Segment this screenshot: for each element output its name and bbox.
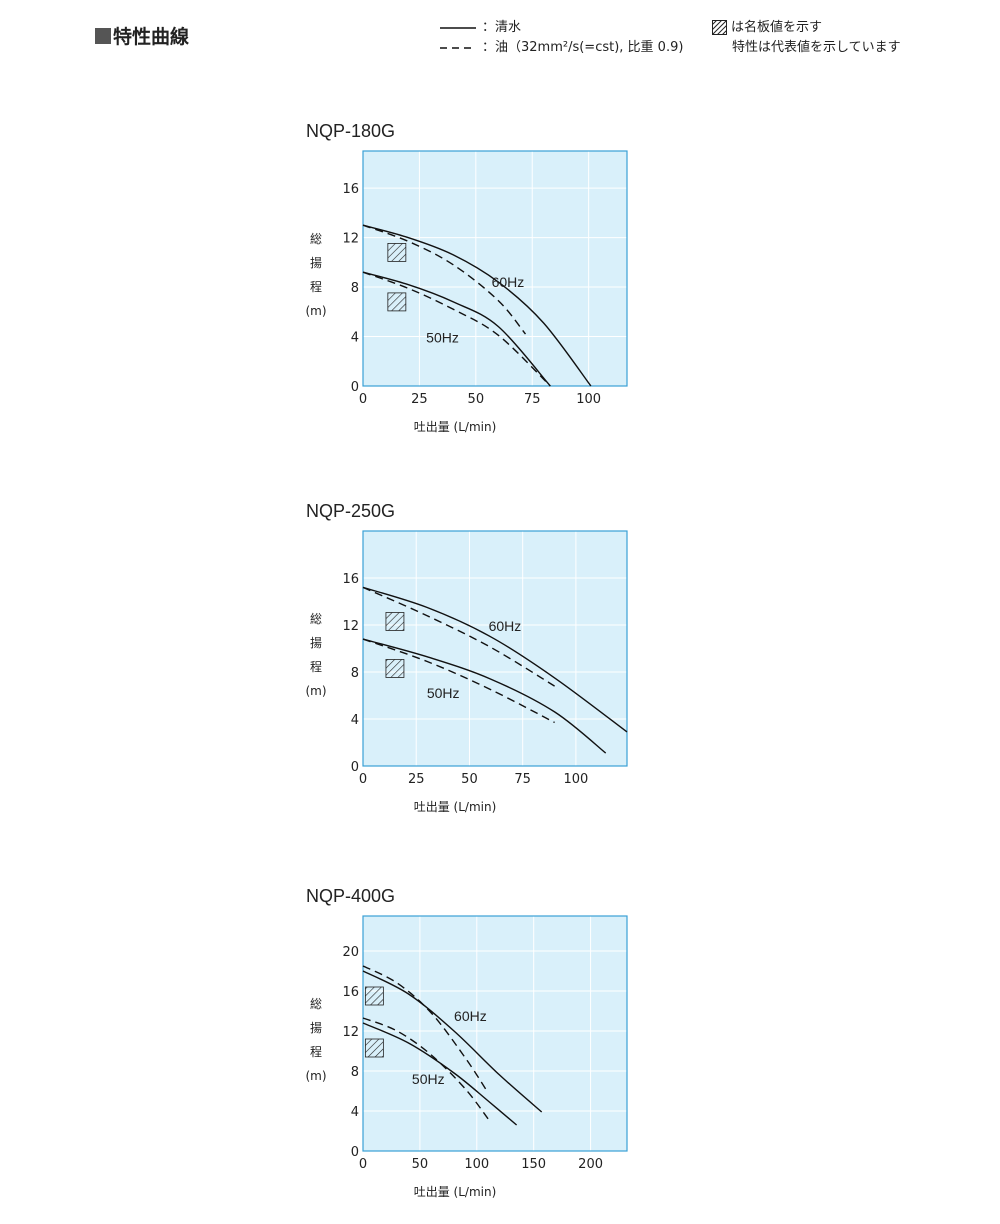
y-tick-label: 0 [351,1145,359,1160]
x-axis-label: 吐出量 (L/min) [414,800,497,814]
series-50hz-solid [362,271,551,387]
legend-solid-label: ：清水 [482,20,522,35]
plot-area [363,531,627,766]
solid-line-icon [440,27,476,29]
dashed-line-icon [440,47,476,49]
x-tick-label: 50 [468,392,485,407]
y-axis-label-char: 揚 [310,636,322,650]
curve-label: 60Hz [492,274,525,290]
curve-label: 50Hz [427,685,460,701]
series-50hz-dashed [362,271,551,387]
x-tick-label: 50 [461,772,478,787]
rated-point-hatch [387,243,407,262]
plot-border [362,530,628,767]
y-tick-label: 8 [351,1065,359,1080]
x-axis-label: 吐出量 (L/min) [414,1185,497,1199]
plot-border [362,915,628,1152]
rated-point-hatch [364,986,384,1006]
series-50hz-dashed [362,638,555,724]
y-tick-label: 16 [342,985,359,1000]
series-50hz-solid [362,1022,518,1126]
x-tick-label: 100 [464,1157,489,1172]
curve-label: 50Hz [412,1071,445,1087]
y-axis-label-char: 揚 [310,1021,322,1035]
chart-title: NQP-180G [306,121,395,141]
legend-dashed-label: ：油（32mm²/s(=cst), 比重 0.9) [482,40,684,55]
series-50hz-solid [362,638,607,754]
series-60hz-solid [362,224,592,387]
y-tick-label: 8 [351,281,359,296]
x-tick-label: 100 [563,772,588,787]
chart-title: NQP-400G [306,886,395,906]
x-tick-label: 0 [359,392,367,407]
y-tick-label: 16 [342,572,359,587]
y-axis-label-char: 程 [310,659,322,674]
section-title: 特性曲線 [95,22,189,49]
y-tick-label: 4 [351,331,359,346]
x-tick-label: 75 [514,772,531,787]
curve-label: 60Hz [454,1008,487,1024]
x-tick-label: 50 [412,1157,429,1172]
rated-point-hatch [387,292,407,312]
series-60hz-dashed [362,586,555,687]
series-50hz-dashed [362,1017,489,1120]
y-tick-label: 0 [351,380,359,395]
square-bullet-icon [95,27,111,44]
legend-dashed: ：油（32mm²/s(=cst), 比重 0.9) [440,38,683,58]
x-tick-label: 200 [578,1157,603,1172]
hatch-icon [712,20,727,35]
x-tick-label: 0 [359,772,367,787]
note: は名板値を示す 特性は代表値を示しています [712,18,901,58]
y-tick-label: 12 [342,1025,359,1040]
y-tick-label: 4 [351,1105,359,1120]
y-axis-label-char: 総 [310,997,322,1011]
y-tick-label: 20 [342,945,359,960]
chart-nqp-250g: NQP-250G 0 25 50 75 100 0 4 8 12 16 吐出量 (L/min) 総揚程 (… [290,495,650,835]
x-tick-label: 75 [524,392,541,407]
y-tick-label: 12 [342,232,359,247]
note-line2: 特性は代表値を示しています [732,40,901,55]
chart-svg: NQP-400G 0 50 100 150 200 0 4 8 12 16 20 吐出量 (L/min)… [305,886,628,1199]
chart-title: NQP-250G [306,501,395,521]
chart-svg: NQP-250G 0 25 50 75 100 0 4 8 12 16 吐出量 (L/min) 総揚程 (… [305,501,628,814]
rated-point-hatch [385,659,405,678]
series-60hz-solid [362,970,543,1113]
series-60hz-dashed [362,965,489,1094]
plot-area [363,151,627,386]
series-60hz-dashed [362,224,527,335]
x-tick-label: 0 [359,1157,367,1172]
y-axis-label-char: 程 [310,279,322,294]
note-line1: は名板値を示す [731,20,823,35]
y-tick-label: 0 [351,760,359,775]
y-tick-label: 16 [342,182,359,197]
chart-nqp-400g: NQP-400G 0 50 100 150 200 0 4 8 12 16 20 吐出量 (L/min)… [290,880,650,1220]
y-axis-label-char: 揚 [310,256,322,270]
plot-area [363,916,627,1151]
plot-border [362,150,628,387]
x-tick-label: 100 [576,392,601,407]
y-axis-label-char: 総 [310,232,322,246]
y-tick-label: 4 [351,713,359,728]
rated-point-hatch [385,612,405,631]
y-axis-label-char: (m) [305,684,326,698]
x-tick-label: 25 [408,772,425,787]
y-axis-label-char: (m) [305,1069,326,1083]
curve-label: 50Hz [426,330,459,346]
y-axis-label-char: 総 [310,612,322,626]
legend-solid: ：清水 [440,18,683,38]
chart-nqp-180g: NQP-180G 0 25 50 75 100 0 4 8 12 16 吐出量 (L/min) 総揚程 (… [290,115,650,455]
chart-svg: NQP-180G 0 25 50 75 100 0 4 8 12 16 吐出量 (L/min) 総揚程 (… [305,121,628,434]
rated-point-hatch [364,1038,384,1058]
series-60hz-solid [362,586,628,733]
y-axis-label-char: 程 [310,1044,322,1059]
x-tick-label: 25 [411,392,428,407]
x-axis-label: 吐出量 (L/min) [414,420,497,434]
y-tick-label: 8 [351,666,359,681]
y-tick-label: 12 [342,619,359,634]
legend: ：清水 ：油（32mm²/s(=cst), 比重 0.9) [440,18,683,58]
section-title-text: 特性曲線 [113,26,190,48]
y-axis-label-char: (m) [305,304,326,318]
x-tick-label: 150 [521,1157,546,1172]
curve-label: 60Hz [489,618,522,634]
